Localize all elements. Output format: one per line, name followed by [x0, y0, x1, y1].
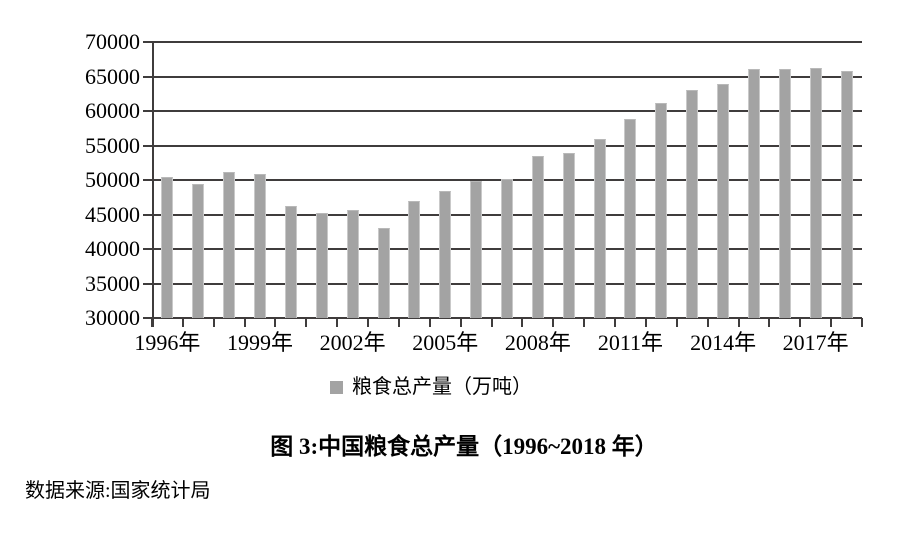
y-axis-line	[152, 42, 154, 327]
chart-title: 图 3:中国粮食总产量（1996~2018 年）	[270, 434, 658, 459]
bar-2006年	[470, 181, 483, 318]
x-tick-label-2017年: 2017年	[782, 330, 849, 355]
x-tick-label-2008年: 2008年	[504, 330, 571, 355]
gridline-70000	[143, 41, 862, 43]
x-axis-tick	[336, 318, 339, 327]
y-tick-label-55000: 55000	[85, 132, 140, 158]
legend-swatch-icon	[330, 380, 343, 394]
bar-2008年	[531, 156, 544, 318]
bar-2007年	[501, 178, 513, 318]
bar-2018年	[840, 71, 853, 318]
bar-2010年	[593, 139, 606, 318]
bar-1996年	[161, 176, 174, 318]
x-axis-tick	[737, 318, 740, 327]
y-tick-label-65000: 65000	[85, 63, 140, 89]
bar-2004年	[408, 201, 421, 318]
x-axis-tick	[552, 318, 555, 327]
x-axis-tick	[583, 318, 586, 327]
bar-1999年	[254, 174, 267, 318]
data-source-note: 数据来源:国家统计局	[25, 480, 211, 502]
x-axis-tick	[675, 318, 678, 327]
gridline-30000	[143, 317, 862, 319]
bar-2017年	[809, 68, 822, 318]
y-tick-label-30000: 30000	[85, 305, 140, 330]
x-axis-tick	[644, 318, 647, 327]
x-axis-tick	[428, 318, 431, 327]
x-axis-tick	[181, 318, 184, 327]
x-axis-tick	[768, 318, 771, 327]
x-axis-tick	[367, 318, 370, 327]
x-axis-tick	[830, 318, 833, 327]
x-axis-tick	[799, 318, 802, 327]
y-tick-label-35000: 35000	[85, 270, 140, 296]
bar-1998年	[223, 171, 236, 318]
bar-2001年	[315, 212, 328, 318]
x-axis-tick	[614, 318, 617, 327]
bar-2015年	[747, 69, 760, 318]
x-tick-label-2011年: 2011年	[597, 330, 664, 355]
bar-2009年	[562, 152, 575, 318]
x-axis-tick	[521, 318, 524, 327]
x-axis-tick	[861, 318, 863, 327]
x-axis-tick	[397, 318, 400, 327]
bar-2014年	[717, 83, 730, 318]
y-tick-label-40000: 40000	[85, 236, 140, 261]
x-tick-label-2014年: 2014年	[690, 330, 757, 355]
gridline-60000	[143, 110, 862, 112]
x-axis-tick	[274, 318, 277, 327]
y-tick-label-60000: 60000	[85, 98, 140, 123]
bar-2002年	[346, 209, 359, 318]
x-axis-tick	[459, 318, 462, 327]
bar-2013年	[686, 89, 699, 318]
bar-2016年	[778, 69, 791, 318]
x-tick-label-2005年: 2005年	[412, 330, 479, 355]
x-axis-tick	[706, 318, 709, 327]
x-tick-label-2002年: 2002年	[319, 330, 386, 355]
y-tick-label-50000: 50000	[85, 167, 140, 192]
x-axis-tick	[212, 318, 215, 327]
bar-2011年	[624, 118, 637, 318]
bar-2003年	[377, 227, 390, 318]
x-axis-tick	[243, 318, 246, 327]
bar-2000年	[284, 206, 297, 318]
chart-legend: 粮食总产量（万吨）	[330, 374, 532, 400]
y-tick-label-70000: 70000	[85, 29, 140, 54]
x-tick-label-1999年: 1999年	[227, 330, 294, 355]
x-axis-tick	[305, 318, 308, 327]
gridline-65000	[143, 75, 862, 78]
gridline-55000	[143, 144, 862, 147]
bar-1997年	[192, 184, 205, 318]
bar-2012年	[655, 102, 668, 318]
y-tick-label-45000: 45000	[85, 201, 140, 227]
legend-label: 粮食总产量（万吨）	[352, 376, 532, 398]
bar-2005年	[439, 191, 452, 318]
x-tick-label-1996年: 1996年	[134, 330, 201, 355]
x-axis-tick	[490, 318, 493, 327]
